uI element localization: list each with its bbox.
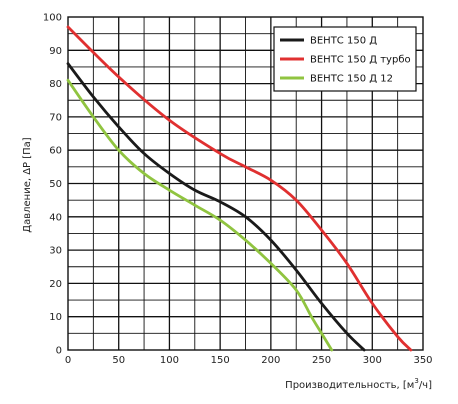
x-tick-label: 200 — [261, 355, 280, 366]
x-tick-label: 50 — [112, 355, 125, 366]
x-axis-label-main: Производительность, [м — [285, 380, 414, 391]
x-tick-label: 150 — [211, 355, 230, 366]
tick-labels: 0 50 100 150 200 250 300 350 0 10 20 30 40 50 60 70 80 90… — [43, 13, 433, 367]
x-axis-label-superscript: 3 — [414, 377, 418, 385]
legend-label-vents-150-d-12: ВЕНТС 150 Д 12 — [310, 74, 393, 85]
legend-label-vents-150-d: ВЕНТС 150 Д — [310, 36, 377, 47]
y-tick-label: 50 — [49, 179, 62, 190]
x-tick-label: 250 — [312, 355, 331, 366]
legend-label-vents-150-d-turbo: ВЕНТС 150 Д турбо — [310, 55, 411, 66]
x-axis-label-tail: /ч] — [419, 380, 432, 391]
y-tick-label: 40 — [49, 212, 62, 223]
series-line-vents-150-d-12 — [66, 78, 334, 352]
y-tick-label: 80 — [49, 79, 62, 90]
series-line-vents-150-d-turbo — [66, 25, 413, 352]
y-tick-label: 10 — [49, 312, 62, 323]
x-axis-label: Производительность, [м3/ч] — [285, 377, 432, 391]
x-tick-label: 100 — [160, 355, 179, 366]
y-tick-label: 100 — [43, 13, 62, 24]
y-tick-label: 30 — [49, 246, 62, 257]
legend: ВЕНТС 150 Д ВЕНТС 150 Д турбо ВЕНТС 150 Д … — [273, 26, 417, 92]
y-tick-label: 20 — [49, 279, 62, 290]
x-tick-label: 300 — [363, 355, 382, 366]
y-tick-label: 60 — [49, 146, 62, 157]
series-line-vents-150-d — [66, 62, 366, 352]
x-tick-label: 350 — [413, 355, 432, 366]
x-tick-label: 0 — [65, 355, 71, 366]
y-tick-label: 70 — [49, 112, 62, 123]
series-lines — [66, 25, 413, 352]
y-tick-label: 0 — [56, 346, 62, 357]
y-axis-label: Давление, ΔP [Па] — [22, 137, 33, 233]
y-tick-label: 90 — [49, 46, 62, 57]
